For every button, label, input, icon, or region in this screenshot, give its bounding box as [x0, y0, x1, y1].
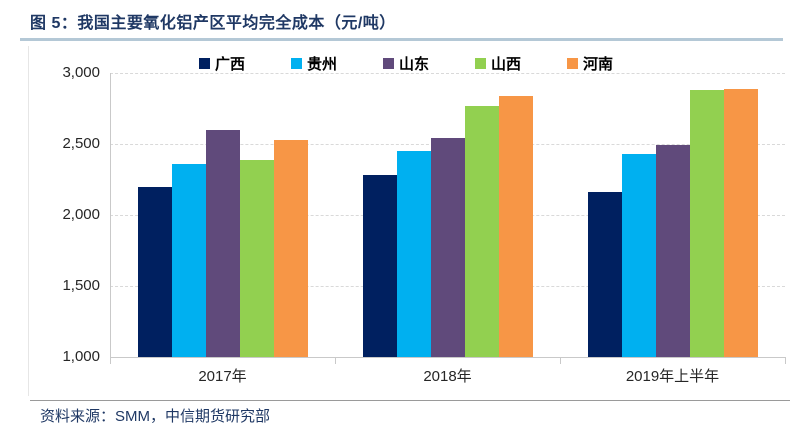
x-axis-line	[110, 357, 786, 358]
bar-河南-2018年	[498, 95, 533, 357]
bar-贵州-2018年	[396, 151, 431, 357]
bar-山东-2019年上半年	[655, 145, 690, 357]
legend-item-山东: 山东	[382, 53, 429, 74]
y-tick-label: 2,000	[62, 206, 100, 223]
bar-贵州-2019年上半年	[621, 153, 656, 357]
bar-贵州-2017年	[171, 163, 206, 357]
legend-item-广西: 广西	[198, 53, 245, 74]
bar-广西-2018年	[362, 175, 397, 357]
bar-山西-2017年	[239, 159, 274, 357]
y-tick-label: 3,000	[62, 64, 100, 81]
source-divider	[30, 400, 790, 401]
bar-山西-2018年	[464, 105, 499, 357]
bar-山东-2018年	[430, 138, 465, 357]
y-tick-label: 1,000	[62, 348, 100, 365]
plot-area: 1,000 1,500 2,000 2,500 3,000 2017年 2018年 2019年…	[62, 64, 786, 385]
bar-广西-2019年上半年	[587, 192, 622, 357]
legend-label: 山东	[398, 56, 429, 73]
source-note: 资料来源：SMM，中信期货研究部	[40, 408, 270, 425]
bar-山东-2017年	[205, 129, 240, 357]
axis-tick	[560, 358, 561, 364]
legend-swatch	[567, 58, 579, 69]
legend-label: 河南	[583, 56, 614, 73]
axis-tick	[785, 358, 786, 364]
y-tick-label: 2,500	[62, 135, 100, 152]
x-tick-label: 2017年	[198, 368, 247, 385]
legend-item-贵州: 贵州	[290, 53, 337, 74]
axis-tick	[110, 358, 111, 364]
gridline	[110, 73, 785, 74]
legend-item-河南: 河南	[567, 53, 613, 74]
legend-swatch	[382, 58, 394, 69]
bar-山西-2019年上半年	[689, 90, 724, 357]
legend-swatch	[290, 58, 302, 69]
legend-swatch	[475, 58, 486, 69]
bar-广西-2017年	[137, 186, 172, 357]
legend-item-山西: 山西	[475, 53, 521, 74]
legend-label: 广西	[214, 56, 245, 73]
y-axis-line	[110, 73, 111, 363]
figure-title: 图 5：我国主要氧化铝产区平均完全成本（元/吨）	[30, 15, 396, 32]
chart-legend: 广西 贵州 山东 山西 河南	[0, 53, 812, 74]
title-underline	[20, 38, 783, 41]
bar-河南-2017年	[273, 139, 308, 357]
legend-label: 山西	[491, 56, 522, 73]
x-tick-label: 2018年	[423, 368, 472, 385]
x-tick-label: 2019年上半年	[625, 368, 720, 385]
legend-swatch	[198, 58, 210, 69]
axis-tick	[335, 358, 336, 364]
y-tick-label: 1,500	[62, 277, 100, 294]
figure-frame-left-border	[28, 46, 29, 396]
bar-河南-2019年上半年	[723, 88, 758, 357]
legend-label: 贵州	[306, 56, 337, 73]
